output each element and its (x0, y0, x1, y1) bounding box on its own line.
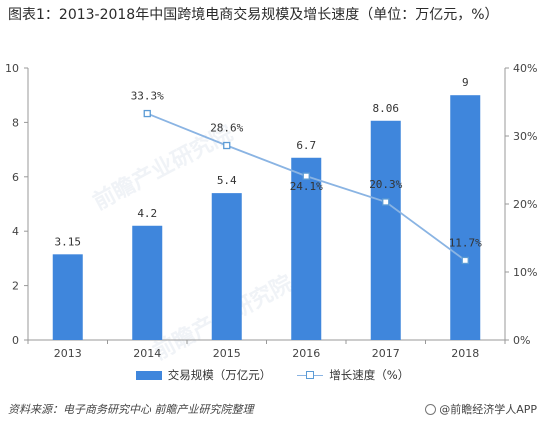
bar-data-label: 9 (462, 76, 469, 89)
brand-label: @前瞻经济学人APP (439, 403, 537, 416)
bar (52, 254, 83, 340)
y-right-tick-label: 20% (513, 198, 537, 211)
line-point-marker (223, 141, 231, 150)
line-data-label: 11.7% (449, 236, 482, 249)
brand-logo-icon (425, 403, 437, 415)
y-left-tick-label: 10 (5, 62, 19, 75)
x-tick-label: 2014 (133, 347, 161, 360)
x-tick-label: 2018 (451, 347, 479, 360)
bar (132, 225, 163, 340)
legend-line-swatch (297, 370, 324, 380)
line-data-label: 33.3% (131, 90, 164, 103)
brand-credit: @前瞻经济学人APP (425, 401, 537, 417)
bar (370, 120, 401, 340)
y-left-tick-label: 4 (12, 225, 19, 238)
line-point-marker (382, 198, 390, 206)
chart-title: 图表1：2013-2018年中国跨境电商交易规模及增长速度（单位：万亿元，%） (8, 7, 499, 23)
bar-data-label: 5.4 (217, 174, 237, 187)
line-point-marker (302, 172, 310, 180)
y-left-tick-label: 6 (12, 171, 19, 184)
y-left-tick-label: 2 (12, 280, 19, 293)
y-left-tick-label: 0 (12, 334, 19, 347)
legend-item-bar: 交易规模（万亿元） (135, 367, 272, 383)
y-right-tick-label: 10% (513, 266, 537, 279)
bar-data-label: 3.15 (55, 235, 82, 248)
x-tick-label: 2013 (54, 347, 82, 360)
bar-data-label: 8.06 (373, 102, 400, 115)
line-point-marker (143, 109, 151, 118)
x-tick-label: 2016 (292, 347, 320, 360)
line-point-marker (461, 256, 469, 265)
source-note: 资料来源：电子商务研究中心 前瞻产业研究院整理 (8, 403, 254, 416)
x-tick-label: 2017 (372, 347, 400, 360)
bar (211, 193, 242, 340)
bar-data-label: 4.2 (137, 207, 157, 220)
y-right-tick-label: 30% (513, 130, 537, 143)
y-right-tick-label: 40% (513, 62, 537, 75)
legend-item-line: 增长速度（%） (297, 367, 409, 383)
bar-data-label: 6.7 (296, 139, 316, 152)
y-right-tick-label: 0% (513, 334, 530, 347)
legend-line-label: 增长速度（%） (329, 368, 410, 382)
bar (450, 95, 481, 340)
line-data-label: 24.1% (290, 180, 323, 193)
bar (291, 157, 322, 340)
legend-bar-swatch (135, 370, 162, 380)
legend-bar-label: 交易规模（万亿元） (167, 368, 272, 382)
x-tick-label: 2015 (213, 347, 241, 360)
y-left-tick-label: 8 (12, 116, 19, 129)
chart-legend: 交易规模（万亿元） 增长速度（%） (0, 367, 545, 383)
line-data-label: 20.3% (369, 178, 402, 191)
line-data-label: 28.6% (210, 122, 243, 135)
